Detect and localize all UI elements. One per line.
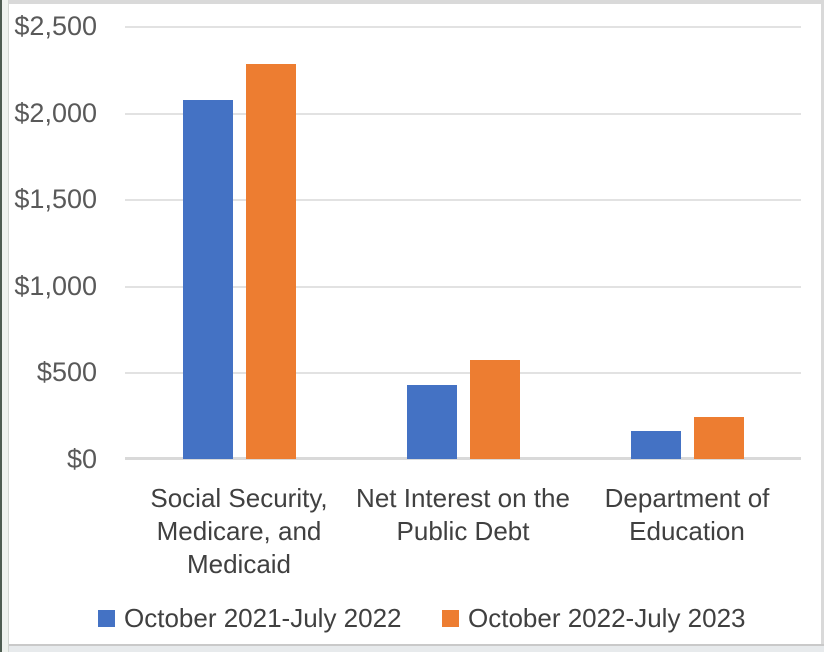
gridline [125, 113, 801, 115]
x-axis-category-label: Net Interest on the Public Debt [333, 482, 593, 548]
y-axis-tick-label: $2,500 [14, 11, 97, 41]
gridline [125, 372, 801, 374]
gridline [125, 199, 801, 201]
x-axis-category-line: Education [629, 516, 745, 546]
y-axis-tick-label: $2,000 [14, 98, 97, 128]
legend-swatch-icon [98, 610, 115, 627]
x-axis-category-line: Social Security, [150, 483, 328, 513]
frame-border-top [0, 0, 824, 4]
worksheet-edge-dark [0, 0, 2, 652]
x-axis-category-line: Net Interest on the [356, 483, 570, 513]
worksheet-edge-line [8, 0, 9, 652]
y-axis-tick-label: $500 [36, 357, 97, 387]
y-axis-tick-label: $0 [66, 444, 97, 474]
frame-border-bottom [0, 644, 824, 646]
legend-item-oct2022-jul2023: October 2022-July 2023 [442, 603, 746, 634]
bar-oct2022-jul2023-department-of-education [694, 417, 744, 459]
bar-oct2022-jul2023-net-interest-public-debt [470, 360, 520, 459]
x-axis-category-line: Medicare, and [156, 516, 322, 546]
plot-area [125, 26, 801, 460]
bar-oct2021-jul2022-net-interest-public-debt [407, 385, 457, 459]
x-axis-category-line: Public Debt [396, 516, 530, 546]
y-axis-tick-label: $1,500 [14, 184, 97, 214]
legend-swatch-icon [442, 610, 459, 627]
bar-oct2021-jul2022-social-security-medicare-medicaid [183, 100, 233, 459]
frame-bottom-strip [0, 646, 824, 652]
x-axis-category-label: Social Security, Medicare, and Medicaid [109, 482, 369, 581]
y-axis-tick-label: $1,000 [14, 271, 97, 301]
frame-border-right [821, 0, 824, 652]
bar-oct2022-jul2023-social-security-medicare-medicaid [246, 64, 296, 459]
gridline [125, 26, 801, 28]
x-axis-category-line: Department of [604, 483, 770, 513]
legend-label: October 2022-July 2023 [468, 603, 746, 633]
x-axis-category-line: Medicaid [186, 549, 292, 579]
x-axis-category-label: Department of Education [557, 482, 817, 548]
gridline [125, 286, 801, 288]
legend-item-oct2021-jul2022: October 2021-July 2022 [98, 603, 402, 634]
bar-oct2021-jul2022-department-of-education [631, 431, 681, 459]
x-axis-line [125, 457, 801, 460]
worksheet-edge-pale [2, 0, 8, 652]
legend-label: October 2021-July 2022 [124, 603, 402, 633]
